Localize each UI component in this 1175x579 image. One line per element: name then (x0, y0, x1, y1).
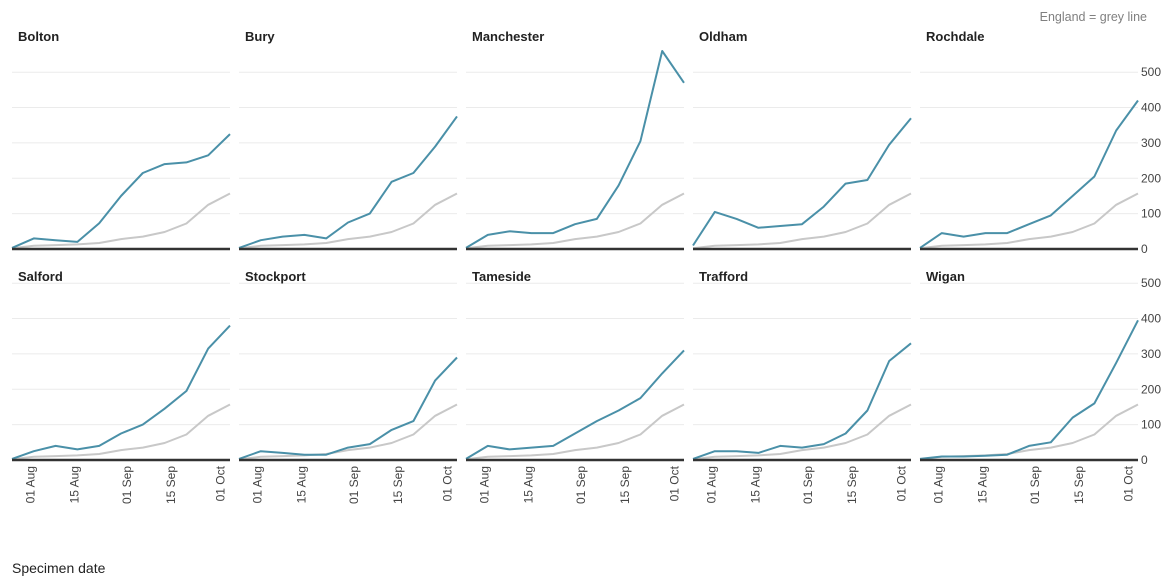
trafford-series-line (692, 342, 912, 460)
panel-oldham: Oldham (692, 29, 912, 251)
oldham-series-line (692, 117, 912, 247)
england-series-line (919, 403, 1139, 461)
england-series-line (692, 403, 912, 461)
x-tick-label: 15 Sep (845, 466, 859, 504)
wigan-series-line (919, 319, 1139, 460)
panel-bury: Bury (238, 29, 458, 251)
panel-title: Rochdale (926, 29, 985, 44)
rochdale-series-line (919, 99, 1139, 249)
x-tick-label: 01 Sep (1028, 466, 1042, 504)
panel-tameside: Tameside (465, 269, 685, 462)
x-axis-title: Specimen date (12, 560, 106, 576)
x-tick-label: 01 Sep (347, 466, 361, 504)
x-tick-label: 01 Oct (214, 465, 228, 501)
panel-title: Bolton (18, 29, 59, 44)
england-series-line (465, 192, 685, 250)
x-tick-label: 01 Sep (801, 466, 815, 504)
y-tick-label: 0 (1141, 242, 1148, 256)
england-series-line (11, 403, 231, 461)
panel-title: Manchester (472, 29, 544, 44)
y-axes-layer: 0 100 200 300 400 500 0 100 200 300 400 500 (1141, 65, 1161, 467)
x-tick-label: 15 Sep (618, 466, 632, 504)
y-tick-label: 500 (1141, 276, 1161, 290)
stockport-series-line (238, 356, 458, 460)
england-series-line (238, 192, 458, 250)
panel-bolton: Bolton (11, 29, 231, 251)
england-series-line (692, 192, 912, 250)
panel-stockport: Stockport (238, 269, 458, 462)
x-tick-label: 01 Sep (574, 466, 588, 504)
panels-layer: Bolton Bury Manchester Oldham Rochdale Salfor… (11, 29, 1139, 462)
england-series-line (919, 192, 1139, 250)
salford-series-line (11, 324, 231, 460)
panel-title: Bury (245, 29, 275, 44)
panel-title: Wigan (926, 269, 965, 284)
x-tick-label: 01 Aug (932, 466, 946, 503)
x-tick-label: 01 Aug (251, 466, 265, 503)
x-tick-label: 01 Aug (478, 466, 492, 503)
panel-rochdale: Rochdale (919, 29, 1139, 251)
x-tick-label: 15 Aug (67, 466, 81, 503)
x-tick-label: 15 Sep (1072, 466, 1086, 504)
panel-title: Tameside (472, 269, 531, 284)
y-tick-label: 200 (1141, 382, 1161, 396)
panel-title: Salford (18, 269, 63, 284)
panel-title: Trafford (699, 269, 748, 284)
x-tick-label: 15 Sep (391, 466, 405, 504)
x-tick-label: 15 Aug (975, 466, 989, 503)
x-tick-label: 15 Aug (521, 466, 535, 503)
y-tick-label: 100 (1141, 207, 1161, 221)
x-tick-label: 15 Aug (748, 466, 762, 503)
y-tick-label: 200 (1141, 171, 1161, 185)
y-tick-label: 400 (1141, 101, 1161, 115)
bury-series-line (238, 115, 458, 249)
x-tick-label: 01 Oct (441, 465, 455, 501)
x-tick-label: 01 Aug (24, 466, 38, 503)
x-tick-label: 15 Sep (164, 466, 178, 504)
x-tick-label: 01 Oct (668, 465, 682, 501)
panel-trafford: Trafford (692, 269, 912, 462)
x-tick-label: 15 Aug (294, 466, 308, 503)
england-series-line (11, 192, 231, 250)
panel-title: Stockport (245, 269, 306, 284)
x-axes-layer: 01 Aug 15 Aug 01 Sep 15 Sep 01 Oct 01 Aug 15 A… (24, 465, 1136, 504)
y-tick-label: 300 (1141, 136, 1161, 150)
panel-manchester: Manchester (465, 29, 685, 251)
y-tick-label: 300 (1141, 347, 1161, 361)
panel-wigan: Wigan (919, 269, 1139, 462)
tameside-series-line (465, 349, 685, 460)
x-tick-label: 01 Aug (705, 466, 719, 503)
y-tick-label: 500 (1141, 65, 1161, 79)
x-tick-label: 01 Oct (895, 465, 909, 501)
y-tick-label: 0 (1141, 453, 1148, 467)
x-tick-label: 01 Sep (120, 466, 134, 504)
y-tick-label: 400 (1141, 312, 1161, 326)
bolton-series-line (11, 133, 231, 249)
y-tick-label: 100 (1141, 418, 1161, 432)
england-series-line (238, 403, 458, 461)
x-tick-label: 01 Oct (1122, 465, 1136, 501)
panel-salford: Salford (11, 269, 231, 462)
panel-title: Oldham (699, 29, 747, 44)
england-series-line (465, 403, 685, 461)
manchester-series-line (465, 50, 685, 249)
england-line-note: England = grey line (1040, 10, 1147, 24)
